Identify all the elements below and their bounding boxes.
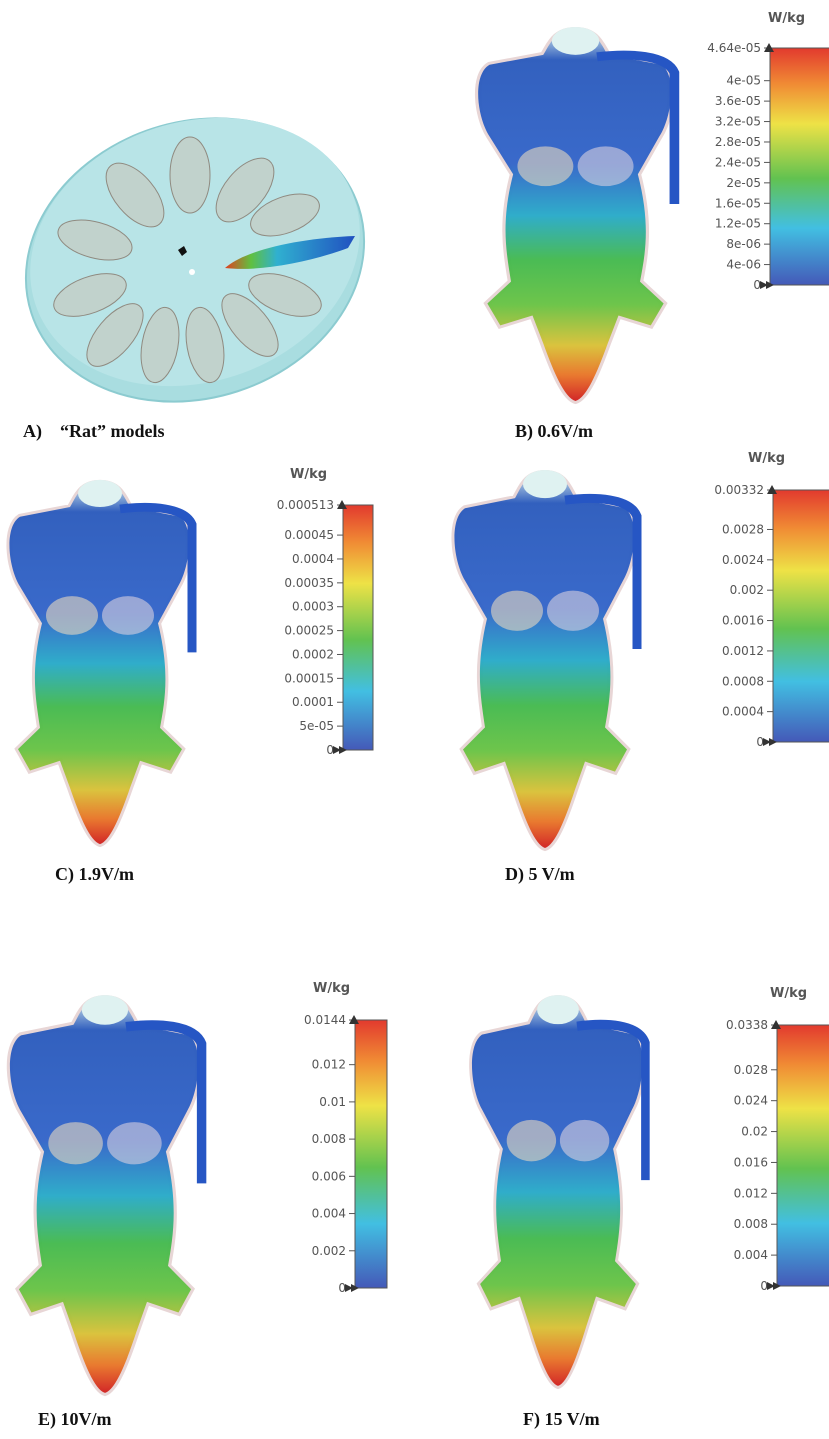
panel-caption: E) 10V/m bbox=[38, 1409, 112, 1430]
tick-label: 2.8e-05 bbox=[715, 135, 761, 149]
tick-label: 2.4e-05 bbox=[715, 155, 761, 169]
tick-label: 0.0008 bbox=[722, 674, 764, 688]
tick-label: 0 bbox=[326, 743, 334, 757]
panel-caption: F) 15 V/m bbox=[523, 1409, 600, 1430]
tick-label: 0.000513 bbox=[277, 498, 334, 512]
rat-model bbox=[478, 27, 674, 401]
colorbar bbox=[770, 48, 829, 285]
tick-label: 3.6e-05 bbox=[715, 94, 761, 108]
rat-model bbox=[10, 995, 202, 1393]
tick-label: 0.00035 bbox=[284, 576, 334, 590]
rat-sar bbox=[9, 483, 188, 844]
tick-label: 0.002 bbox=[730, 583, 764, 597]
tick-label: 0.0002 bbox=[292, 647, 334, 661]
tick-label: 8e-06 bbox=[726, 237, 761, 251]
rat-organ bbox=[491, 591, 543, 631]
tick-label: 0.008 bbox=[734, 1217, 768, 1231]
tick-label: 0.00025 bbox=[284, 624, 334, 638]
tick-label: 0 bbox=[756, 735, 764, 749]
tick-label: 0.01 bbox=[319, 1095, 346, 1109]
rat-organ bbox=[46, 596, 98, 635]
rat-organ bbox=[48, 1122, 103, 1164]
tick-label: 0 bbox=[760, 1279, 768, 1293]
tick-label: 0.0024 bbox=[722, 553, 764, 567]
tick-label: 0 bbox=[338, 1281, 346, 1295]
rat-organ bbox=[102, 596, 154, 635]
colorbar bbox=[773, 490, 829, 742]
rat-organ bbox=[547, 591, 599, 631]
tick-label: 4.64e-05 bbox=[707, 41, 761, 55]
tick-label: 0.0004 bbox=[292, 552, 334, 566]
tick-label: 0.024 bbox=[734, 1094, 768, 1108]
rat-head bbox=[82, 995, 128, 1025]
rat-sar bbox=[478, 30, 671, 401]
panel-caption: D) 5 V/m bbox=[505, 864, 575, 885]
tick-label: 0.0338 bbox=[726, 1018, 768, 1032]
panel-caption: A) “Rat” models bbox=[23, 421, 165, 442]
tick-label: 0.00045 bbox=[284, 528, 334, 542]
tick-label: 0.0001 bbox=[292, 695, 334, 709]
tick-label: 0.008 bbox=[312, 1132, 346, 1146]
colorbar-unit: W/kg bbox=[290, 467, 327, 482]
colorbar bbox=[777, 1025, 829, 1286]
tick-label: 5e-05 bbox=[299, 719, 334, 733]
colorbar-unit: W/kg bbox=[313, 981, 350, 996]
rat-sar bbox=[454, 473, 633, 848]
rat-head bbox=[78, 480, 122, 507]
tick-label: 0.02 bbox=[741, 1125, 768, 1139]
tick-label: 4e-06 bbox=[726, 258, 761, 272]
tick-label: 0.016 bbox=[734, 1155, 768, 1169]
tick-label: 0.0004 bbox=[722, 705, 764, 719]
rat-model bbox=[472, 995, 645, 1386]
rat-organ bbox=[507, 1120, 556, 1162]
rat-sar bbox=[472, 998, 642, 1386]
colorbar bbox=[343, 505, 373, 750]
tick-label: 0.006 bbox=[312, 1169, 346, 1183]
rat-model bbox=[9, 480, 192, 844]
rat-sar bbox=[10, 998, 198, 1393]
rat-head bbox=[552, 27, 599, 55]
tick-label: 3.2e-05 bbox=[715, 115, 761, 129]
colorbar-unit: W/kg bbox=[748, 451, 785, 466]
colorbar bbox=[355, 1020, 387, 1288]
tick-label: 0.004 bbox=[312, 1207, 346, 1221]
rat-organ bbox=[517, 146, 573, 186]
panel-caption: B) 0.6V/m bbox=[515, 421, 593, 442]
rat-head bbox=[537, 995, 579, 1024]
colorbar-unit: W/kg bbox=[770, 986, 807, 1001]
tick-label: 0.012 bbox=[734, 1186, 768, 1200]
tick-label: 0.012 bbox=[312, 1058, 346, 1072]
tick-label: 0.0144 bbox=[304, 1013, 346, 1027]
tick-label: 0.004 bbox=[734, 1248, 768, 1262]
tick-label: 0 bbox=[753, 278, 761, 292]
rat-model bbox=[454, 470, 637, 848]
rat-organ bbox=[107, 1122, 162, 1164]
page: A) “Rat” models B) 0.6V/m W/kg 4.64e-05 4e-0… bbox=[0, 0, 829, 1439]
tick-label: 2e-05 bbox=[726, 176, 761, 190]
colorbar-unit: W/kg bbox=[768, 11, 805, 26]
rat-head bbox=[523, 470, 567, 498]
tick-label: 1.2e-05 bbox=[715, 217, 761, 231]
tick-label: 4e-05 bbox=[726, 74, 761, 88]
panel-caption: C) 1.9V/m bbox=[55, 864, 134, 885]
tick-label: 0.028 bbox=[734, 1063, 768, 1077]
tick-label: 0.0012 bbox=[722, 644, 764, 658]
tick-label: 0.00015 bbox=[284, 671, 334, 685]
tick-label: 0.002 bbox=[312, 1244, 346, 1258]
tick-label: 0.0003 bbox=[292, 600, 334, 614]
figure: A) “Rat” models B) 0.6V/m W/kg 4.64e-05 4e-0… bbox=[0, 0, 829, 1439]
rat-organ bbox=[560, 1120, 609, 1162]
rat-disk bbox=[0, 76, 401, 445]
tick-label: 0.0028 bbox=[722, 522, 764, 536]
tick-label: 0.00332 bbox=[714, 483, 764, 497]
tick-label: 1.6e-05 bbox=[715, 196, 761, 210]
tick-label: 0.0016 bbox=[722, 614, 764, 628]
rat-organ bbox=[578, 146, 634, 186]
